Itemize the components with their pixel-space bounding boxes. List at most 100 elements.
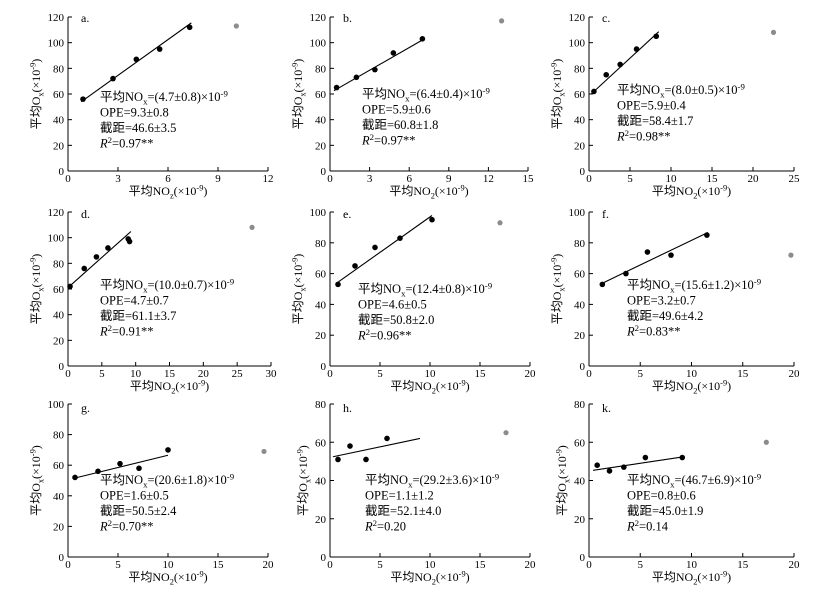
y-axis-title-part: ) [291,254,305,258]
annotation-text: 平均NO [100,278,143,292]
y-axis-title-part: (×10 [29,456,43,479]
y-axis-title-part: x [36,287,45,292]
y-tick-label: 60 [574,269,586,281]
x-axis-title-part: ) [466,379,470,393]
annotation-text: 截距=61.1±3.7 [100,309,176,323]
annotation-text: 截距=58.4±1.7 [617,114,693,128]
x-axis-title-part: (×10 [436,570,459,584]
x-tick-label: 10 [686,559,698,571]
annotation-line: 平均NOx=(20.6±1.8)×10-9 [100,471,235,489]
annotation-line: R2=0.91** [99,323,153,339]
y-tick-label: 40 [315,299,327,311]
annotation-text: R [99,520,108,534]
y-tick-label: 80 [53,258,65,270]
y-tick-label: 0 [59,552,65,564]
y-tick-label: 40 [53,310,65,322]
annotation-text: =(20.6±1.8)×10 [147,473,226,487]
x-tick-label: 0 [586,368,592,380]
annotation-line: 平均NOx=(46.7±6.9)×10-9 [627,471,762,489]
x-tick-label: 10 [425,559,437,571]
data-point [623,270,629,277]
y-axis-title-part: ) [296,445,310,449]
x-axis-title-part: -9 [720,183,727,192]
annotation-line: 平均NOx=(29.2±3.6)×10-9 [365,471,500,489]
y-tick-label: 100 [48,233,65,245]
data-point [644,249,651,255]
y-axis-title-part: x [557,92,566,97]
x-tick-label: 20 [525,368,537,380]
y-tick-label: 0 [59,166,65,178]
y-tick-label: 100 [48,38,65,50]
annotation-text: -9 [485,280,493,290]
annotation-text: 平均NO [100,473,143,487]
annotation-text: -9 [738,81,746,91]
annotation-text: x [670,480,675,490]
y-axis-title: 平均Ox(×10-9) [290,59,307,130]
x-tick-label: 10 [686,368,698,380]
x-tick-label: 0 [65,368,71,380]
x-tick-label: 15 [475,559,487,571]
annotation-text: =(46.7±6.9)×10 [674,473,753,487]
fit-line [81,22,192,103]
panel-label: g. [81,401,90,415]
fit-line [335,215,433,284]
y-axis-title-part: 平均O [29,96,43,129]
x-axis-title-part: (×10 [175,379,198,393]
x-tick-label: 20 [748,173,760,185]
panel-label: h. [343,401,352,415]
x-axis-title-part: (×10 [436,379,459,393]
annotation-text: -9 [483,85,491,95]
data-point [81,265,88,272]
annotation-text: R [99,137,108,151]
x-axis-title-part: 2 [432,577,436,586]
x-tick-label: 25 [789,173,801,185]
data-point [668,252,674,258]
annotation-text: x [401,289,406,299]
y-axis-title-part: 平均O [296,483,310,516]
y-tick-label: 20 [53,335,65,347]
x-axis-title-part: 平均NO [390,379,432,393]
data-point [372,66,378,73]
data-point [72,474,78,481]
x-axis-title: 平均NO2(×10-9) [389,183,468,200]
annotation-text: =0.97** [112,137,153,151]
y-axis-title-part: (×10 [550,70,564,93]
y-tick-label: 60 [315,437,327,449]
x-tick-label: 5 [115,559,121,571]
y-tick-label: 60 [53,89,65,101]
y-axis-title-part: -9 [554,449,563,456]
annotation-line: OPE=1.1±1.2 [365,489,434,503]
x-tick-label: 0 [65,173,71,185]
x-axis-title-part: (×10 [435,184,458,198]
x-tick-label: 0 [327,559,333,571]
x-tick-label: 5 [99,368,105,380]
panel-c: 0 5 10 15 20 25020406080100120平均NO2(×10-9)平均O… [549,11,800,200]
annotation-text: -9 [754,471,762,481]
annotation-line: 截距=61.1±3.7 [100,309,176,323]
y-tick-label: 120 [569,12,586,24]
y-tick-label: 60 [315,89,327,101]
x-tick-label: 15 [164,368,176,380]
panel-label: d. [81,207,90,221]
data-point [67,283,73,290]
x-axis-title-part: 平均NO [128,570,170,584]
x-tick-label: 5 [627,173,633,185]
annotation-line: 截距=60.8±1.8 [362,118,438,132]
y-tick-label: 80 [574,399,586,411]
x-axis-title-part: -9 [720,378,727,387]
y-tick-label: 20 [315,140,327,152]
y-axis-title-part: 平均O [291,96,305,129]
annotation-text: R [364,520,373,534]
y-axis-title-part: x [298,92,307,97]
panel-label: c. [602,11,610,25]
y-axis-title: 平均Ox(×10-9) [28,445,45,516]
y-axis-title-part: (×10 [29,70,43,93]
y-axis-title-part: ) [555,445,569,449]
panel-k: 0 5 10 15 20020406080平均NO2(×10-9)平均Ox(×10-9)… [554,399,800,586]
panel-a: 0 3 6 9 12020406080100120平均NOz(×10-9)平均Ox(×1… [28,11,273,200]
annotation-text: =(29.2±3.6)×10 [412,473,491,487]
x-tick-label: 20 [789,368,801,380]
x-axis-title-part: 2 [693,191,697,200]
y-tick-label: 0 [59,361,65,373]
y-tick-label: 40 [315,476,327,488]
